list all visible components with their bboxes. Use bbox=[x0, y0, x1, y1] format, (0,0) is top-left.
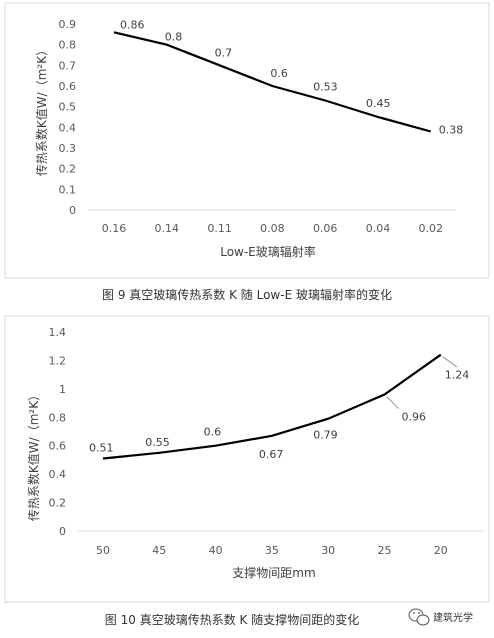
chart-2-label-leaders bbox=[386, 356, 458, 409]
chart-2-y-axis: 0 0.2 0.4 0.6 0.8 1 1.2 1.4 bbox=[49, 326, 67, 538]
data-label: 0.53 bbox=[313, 80, 338, 93]
data-label: 0.6 bbox=[204, 426, 222, 439]
y-tick-label: 0.3 bbox=[59, 142, 77, 155]
chart-1-y-title: 传热系数K值W/（m²K） bbox=[34, 44, 49, 176]
data-label: 0.45 bbox=[366, 97, 391, 110]
data-label: 0.8 bbox=[165, 31, 183, 44]
y-tick-label: 1 bbox=[59, 383, 66, 396]
chart-2-data-labels: 0.51 0.55 0.6 0.67 0.79 0.96 1.24 bbox=[89, 369, 469, 461]
x-tick-label: 0.04 bbox=[366, 222, 391, 235]
x-tick-label: 45 bbox=[152, 544, 166, 557]
data-label: 0.6 bbox=[270, 67, 288, 80]
y-tick-label: 0.4 bbox=[49, 468, 67, 481]
chart-2-x-axis: 50 45 40 35 30 25 20 bbox=[96, 544, 448, 557]
y-tick-label: 0.7 bbox=[59, 59, 77, 72]
x-tick-label: 20 bbox=[434, 544, 448, 557]
y-tick-label: 0.6 bbox=[59, 80, 77, 93]
x-tick-label: 50 bbox=[96, 544, 110, 557]
x-tick-label: 30 bbox=[321, 544, 335, 557]
chart-2-y-title: 传热系数K值W/（m²K） bbox=[26, 389, 41, 521]
chart-2-frame bbox=[4, 315, 490, 603]
y-tick-label: 0.6 bbox=[49, 440, 67, 453]
chart-1-frame bbox=[4, 2, 490, 279]
y-tick-label: 1.2 bbox=[49, 354, 67, 367]
data-label: 0.67 bbox=[259, 448, 284, 461]
y-tick-label: 0.9 bbox=[59, 18, 77, 31]
chart-1-data-labels: 0.86 0.8 0.7 0.6 0.53 0.45 0.38 bbox=[120, 18, 463, 136]
data-label: 0.7 bbox=[215, 46, 233, 59]
chart-2-caption: 图 10 真空玻璃传热系数 K 随支撑物间距的变化 bbox=[105, 612, 359, 627]
data-label: 0.38 bbox=[439, 123, 464, 136]
x-tick-label: 25 bbox=[378, 544, 392, 557]
chart-1-series-line bbox=[113, 31, 432, 133]
y-tick-label: 0.4 bbox=[59, 121, 77, 134]
data-label: 1.24 bbox=[445, 369, 470, 382]
chart-2: 0 0.2 0.4 0.6 0.8 1 1.2 1.4 50 45 40 35 30 25 20 0.51… bbox=[4, 315, 490, 603]
chart-1-x-axis: 0.16 0.14 0.11 0.08 0.06 0.04 0.02 bbox=[102, 222, 443, 235]
x-tick-label: 0.14 bbox=[155, 222, 180, 235]
x-tick-label: 0.02 bbox=[419, 222, 444, 235]
label-leader-line bbox=[386, 396, 399, 409]
x-tick-label: 40 bbox=[209, 544, 223, 557]
x-tick-label: 35 bbox=[265, 544, 279, 557]
chart-2-series-line bbox=[102, 353, 442, 460]
y-tick-label: 0.1 bbox=[59, 183, 77, 196]
wechat-icon bbox=[408, 608, 430, 626]
y-tick-label: 0.5 bbox=[59, 101, 77, 114]
x-tick-label: 0.06 bbox=[313, 222, 338, 235]
label-leader-line bbox=[442, 356, 458, 368]
chart-1-x-title: Low-E玻璃辐射率 bbox=[220, 244, 316, 259]
chart-1: 00.10.20.30.40.50.60.70.80.9 0.16 0.14 0.1… bbox=[4, 2, 490, 279]
x-tick-label: 0.08 bbox=[260, 222, 285, 235]
chart-1-caption: 图 9 真空玻璃传热系数 K 随 Low-E 玻璃辐射率的变化 bbox=[102, 287, 392, 302]
y-tick-label: 0.2 bbox=[59, 163, 77, 176]
x-tick-label: 0.16 bbox=[102, 222, 127, 235]
data-label: 0.55 bbox=[145, 436, 170, 449]
y-tick-label: 0 bbox=[69, 204, 76, 217]
y-tick-label: 1.4 bbox=[49, 326, 67, 339]
data-label: 0.51 bbox=[89, 442, 114, 455]
watermark: 建筑光学 bbox=[408, 608, 473, 626]
data-label: 0.86 bbox=[120, 18, 145, 31]
y-tick-label: 0 bbox=[59, 525, 66, 538]
y-tick-label: 0.2 bbox=[49, 497, 67, 510]
watermark-text: 建筑光学 bbox=[433, 611, 473, 624]
x-tick-label: 0.11 bbox=[207, 222, 232, 235]
data-label: 0.79 bbox=[313, 429, 338, 442]
y-tick-label: 0.8 bbox=[49, 411, 67, 424]
data-label: 0.96 bbox=[402, 411, 427, 424]
chart-2-x-title: 支撑物间距mm bbox=[232, 565, 315, 580]
y-tick-label: 0.8 bbox=[59, 39, 77, 52]
chart-1-y-axis: 0 0.1 0.2 0.3 0.4 0.5 0.6 0.7 0.8 0.9 bbox=[59, 18, 77, 217]
